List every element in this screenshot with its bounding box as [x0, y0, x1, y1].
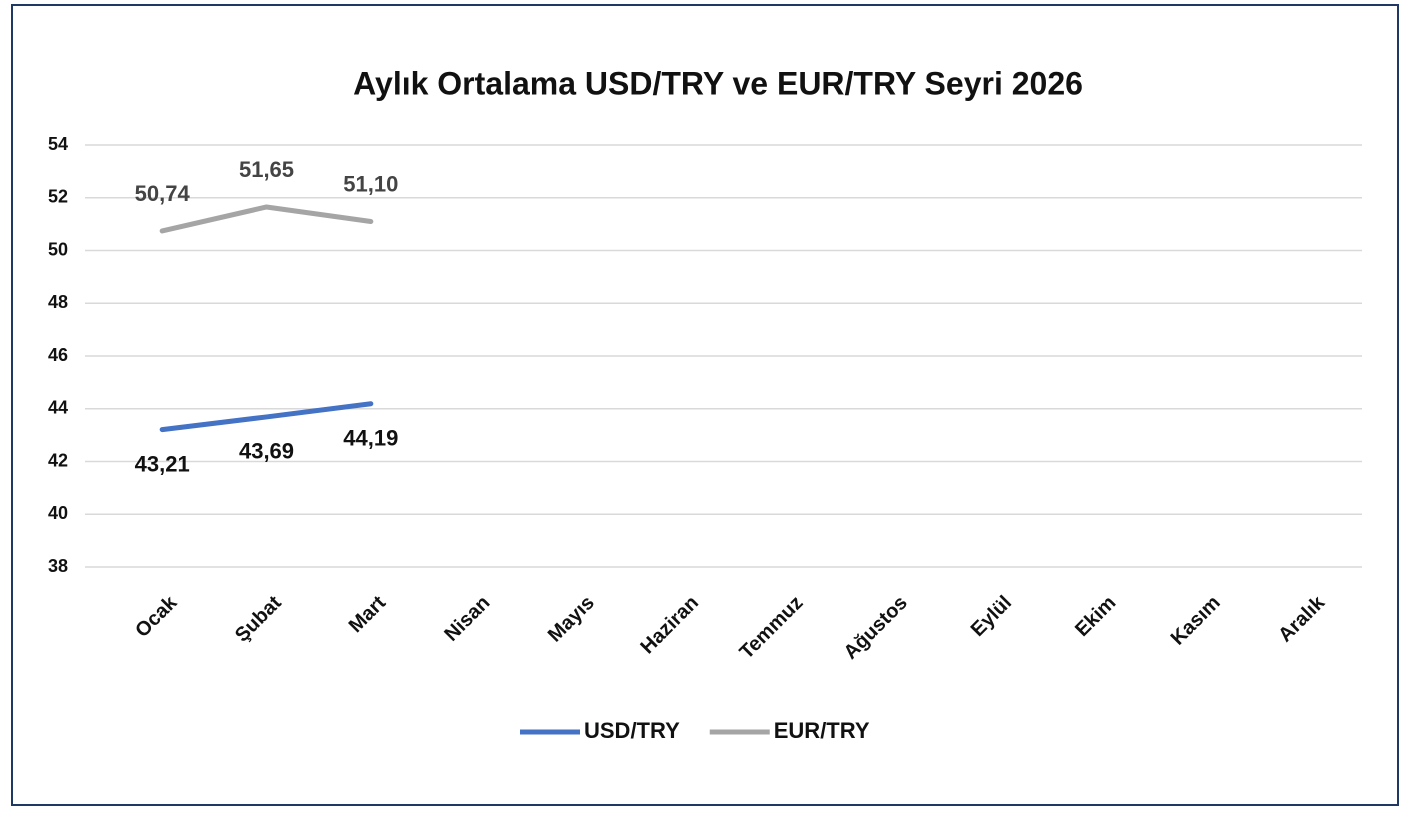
data-label: 51,10	[343, 171, 398, 196]
y-tick-label: 42	[48, 450, 68, 470]
chart-title: Aylık Ortalama USD/TRY ve EUR/TRY Seyri …	[353, 65, 1083, 101]
marks: 43,21 43,69 44,19 50,74 51,65 51,10	[135, 157, 399, 477]
y-tick-label: 40	[48, 503, 68, 523]
y-tick-label: 44	[48, 398, 68, 418]
legend-label: EUR/TRY	[774, 718, 870, 743]
y-tick-label: 54	[48, 134, 68, 154]
data-label: 51,65	[239, 157, 294, 182]
data-label: 43,21	[135, 451, 190, 476]
data-label: 44,19	[343, 426, 398, 451]
data-label: 50,74	[135, 181, 191, 206]
y-tick-label: 46	[48, 345, 68, 365]
y-tick-label: 50	[48, 239, 68, 259]
series-line	[159, 401, 374, 433]
data-label: 43,69	[239, 439, 294, 464]
y-tick-label: 52	[48, 187, 68, 207]
legend: USD/TRY EUR/TRY	[520, 718, 870, 743]
y-tick-label: 38	[48, 556, 68, 576]
y-tick-label: 48	[48, 292, 68, 312]
series-line	[159, 204, 374, 234]
chart-frame	[11, 4, 1399, 806]
legend-label: USD/TRY	[584, 718, 680, 743]
